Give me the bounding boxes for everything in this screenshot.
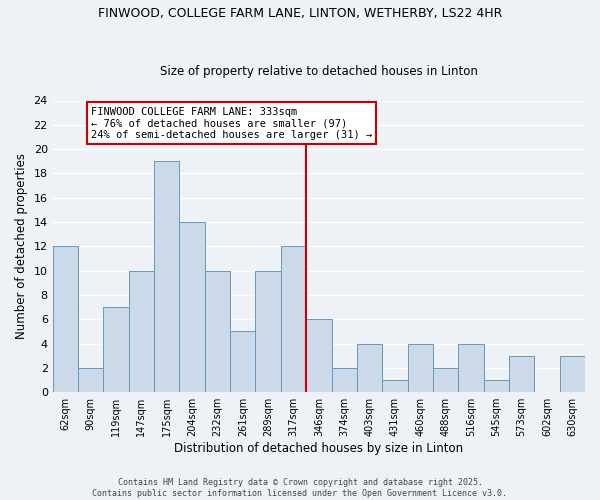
Bar [332,368,357,392]
Bar [407,344,433,392]
Bar [78,368,103,392]
Bar [53,246,78,392]
Bar [560,356,585,392]
Bar [154,162,179,392]
Bar [357,344,382,392]
Bar [458,344,484,392]
Bar [256,270,281,392]
Bar [230,332,256,392]
Bar [179,222,205,392]
Bar [433,368,458,392]
Bar [484,380,509,392]
Bar [281,246,306,392]
Bar [382,380,407,392]
Y-axis label: Number of detached properties: Number of detached properties [15,154,28,340]
Text: FINWOOD, COLLEGE FARM LANE, LINTON, WETHERBY, LS22 4HR: FINWOOD, COLLEGE FARM LANE, LINTON, WETH… [98,8,502,20]
Title: Size of property relative to detached houses in Linton: Size of property relative to detached ho… [160,66,478,78]
Bar [509,356,535,392]
Bar [306,320,332,392]
Bar [129,270,154,392]
Bar [103,307,129,392]
Text: FINWOOD COLLEGE FARM LANE: 333sqm
← 76% of detached houses are smaller (97)
24% : FINWOOD COLLEGE FARM LANE: 333sqm ← 76% … [91,106,372,140]
Bar [205,270,230,392]
Text: Contains HM Land Registry data © Crown copyright and database right 2025.
Contai: Contains HM Land Registry data © Crown c… [92,478,508,498]
X-axis label: Distribution of detached houses by size in Linton: Distribution of detached houses by size … [174,442,463,455]
